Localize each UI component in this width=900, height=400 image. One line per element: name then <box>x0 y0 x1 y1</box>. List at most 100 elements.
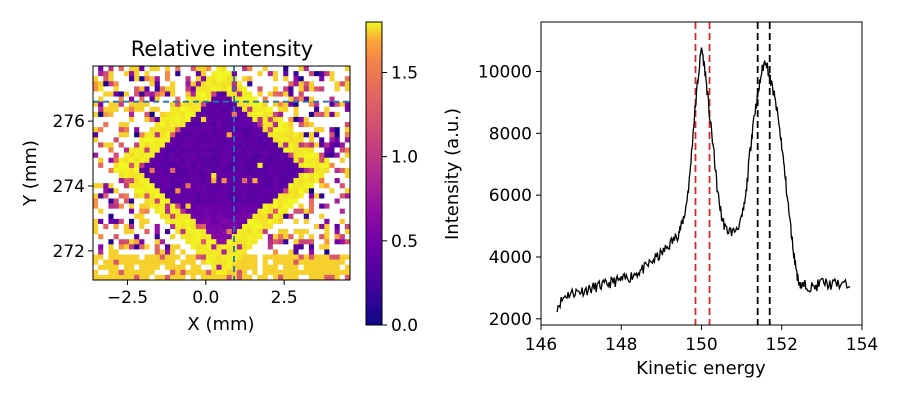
heatmap-cell <box>195 208 202 215</box>
heatmap-cell <box>134 213 140 220</box>
heatmap-cell <box>195 132 202 138</box>
heatmap-cell <box>206 127 212 133</box>
heatmap-cell <box>190 86 197 92</box>
heatmap-cell <box>344 71 351 77</box>
heatmap-cell <box>98 239 104 245</box>
heatmap-cell <box>190 223 197 230</box>
heatmap-cell <box>113 106 119 113</box>
heatmap-cell <box>288 193 294 199</box>
heatmap-cell <box>98 269 104 276</box>
heatmap-cell <box>216 162 222 169</box>
heatmap-cell <box>236 137 243 143</box>
heatmap-cell <box>113 264 119 271</box>
heatmap-cell <box>334 122 341 128</box>
heatmap-cell <box>308 96 315 102</box>
heatmap-cell <box>103 223 109 230</box>
colorbar-tick-label: 0.0 <box>391 316 418 336</box>
heatmap-cell <box>242 167 248 174</box>
heatmap-cell <box>170 173 176 179</box>
heatmap-cell <box>108 66 114 72</box>
heatmap-cell <box>339 249 346 255</box>
heatmap-cell <box>221 244 227 250</box>
heatmap-cell <box>319 218 325 225</box>
heatmap-cell <box>195 167 202 174</box>
heatmap-cell <box>308 157 315 164</box>
heatmap-cell <box>103 157 109 164</box>
heatmap-cell <box>329 239 335 245</box>
heatmap-cell <box>334 167 341 174</box>
heatmap-cell <box>221 178 227 184</box>
heatmap-cell <box>211 86 217 92</box>
heatmap-cell <box>252 96 258 102</box>
heatmap-cell <box>154 218 161 225</box>
heatmap-cell <box>154 81 161 87</box>
heatmap-cell <box>164 132 171 138</box>
heatmap-cell <box>262 223 269 230</box>
heatmap-cell <box>149 183 155 189</box>
heatmap-cell <box>134 152 140 159</box>
heatmap-cell <box>175 157 181 164</box>
heatmap-cell <box>134 254 140 260</box>
heatmap-cell <box>221 213 227 220</box>
heatmap-cell <box>134 91 140 97</box>
heatmap-cell <box>128 239 135 245</box>
heatmap-cell <box>144 218 150 225</box>
line-plot-x-tick-label: 150 <box>685 335 717 355</box>
heatmap-cell <box>185 132 191 138</box>
heatmap-cell <box>149 127 155 133</box>
heatmap-cell <box>303 157 310 164</box>
heatmap-cell <box>170 147 176 153</box>
heatmap-cell <box>170 142 176 148</box>
heatmap-cell <box>206 157 212 164</box>
heatmap-cell <box>164 173 171 179</box>
heatmap-cell <box>298 101 305 108</box>
heatmap-cell <box>216 86 222 92</box>
heatmap-cell <box>242 183 248 189</box>
heatmap-cell <box>164 162 171 169</box>
heatmap-cell <box>262 183 269 189</box>
heatmap-cell <box>113 122 119 128</box>
heatmap-cell <box>242 203 248 209</box>
heatmap-cell <box>200 254 207 260</box>
heatmap-cell <box>128 198 135 204</box>
heatmap-cell <box>329 142 335 148</box>
heatmap-cell <box>247 269 253 276</box>
heatmap-cell <box>293 223 299 230</box>
heatmap-cell <box>247 208 253 215</box>
heatmap-cell <box>195 122 202 128</box>
heatmap-cell <box>118 142 125 148</box>
heatmap-cell <box>242 147 248 153</box>
heatmap-cell <box>123 86 130 92</box>
heatmap-cell <box>113 208 119 215</box>
heatmap-cell <box>154 183 161 189</box>
heatmap-cell <box>324 218 330 225</box>
heatmap-cell <box>278 71 284 77</box>
heatmap-cell <box>206 122 212 128</box>
heatmap-cell <box>139 142 145 148</box>
heatmap-cell <box>159 66 166 72</box>
heatmap-cell <box>113 96 119 102</box>
heatmap-cell <box>185 193 191 199</box>
heatmap-cell <box>170 81 176 87</box>
heatmap-cell <box>108 218 114 225</box>
heatmap-cell <box>319 66 325 72</box>
heatmap-cell <box>262 244 269 250</box>
heatmap-cell <box>149 147 155 153</box>
heatmap-cell <box>108 259 114 266</box>
heatmap-cell <box>283 249 289 255</box>
heatmap-cell <box>226 213 233 220</box>
heatmap-cell <box>185 116 191 123</box>
heatmap-cell <box>170 96 176 102</box>
heatmap-cell <box>134 193 140 199</box>
heatmap-cell <box>180 193 186 199</box>
line-plot-y-tick-label: 6000 <box>489 186 532 206</box>
heatmap-cell <box>303 178 310 184</box>
heatmap-cell <box>170 167 176 174</box>
heatmap-cell <box>175 244 181 250</box>
heatmap-cell <box>134 208 140 215</box>
heatmap-cell <box>113 162 119 169</box>
heatmap-cell <box>185 208 191 215</box>
heatmap-cell <box>308 142 315 148</box>
heatmap-cell <box>98 147 104 153</box>
heatmap-cell <box>272 173 279 179</box>
